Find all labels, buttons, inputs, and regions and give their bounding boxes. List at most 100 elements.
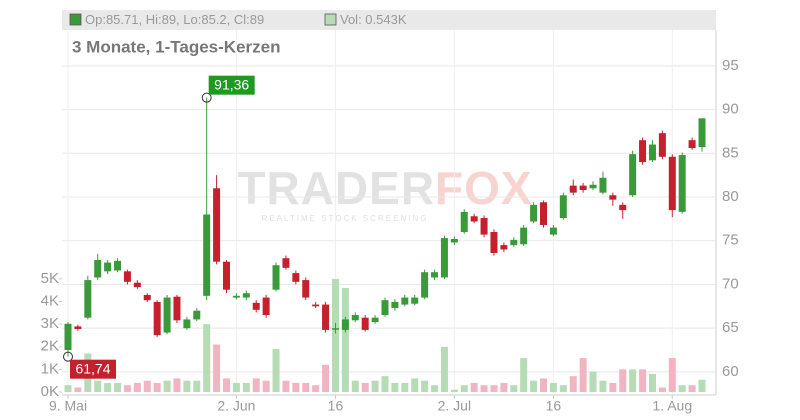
volume-bar — [629, 369, 637, 392]
candle-body — [272, 265, 280, 290]
volume-bar — [440, 346, 448, 392]
legend-bar — [62, 10, 716, 30]
annotation-label: 91,36 — [214, 76, 249, 92]
x-tick-label: 2. Jun — [217, 398, 255, 414]
candle-body — [94, 259, 102, 278]
y-tick-label: 65 — [722, 319, 739, 336]
volume-bar — [203, 324, 211, 392]
candle-body — [193, 310, 201, 320]
x-tick-label: 9. Mai — [49, 398, 87, 414]
volume-bar — [599, 380, 607, 392]
volume-bar — [114, 382, 122, 392]
candle-body — [173, 296, 181, 321]
volume-bar — [104, 382, 112, 392]
candle-body — [133, 282, 141, 288]
volume-bar — [341, 287, 349, 392]
watermark-part: FOX — [435, 162, 533, 214]
candle-body — [123, 271, 131, 282]
annotation-box — [70, 359, 116, 379]
annotation-marker — [63, 351, 73, 362]
legend-swatch — [324, 13, 337, 26]
y-tick-label: 90 — [722, 101, 739, 118]
candle-body — [431, 272, 439, 278]
volume-bar — [609, 382, 617, 392]
candle-body — [341, 319, 349, 330]
candle-body — [381, 300, 389, 316]
volume-bar — [242, 382, 250, 392]
volume-bar — [569, 376, 577, 392]
x-tick-label: 1. Aug — [652, 398, 692, 414]
candle-body — [322, 304, 330, 330]
volume-bar — [183, 380, 191, 392]
candle-body — [559, 195, 567, 218]
y-tick-label: 95 — [722, 57, 739, 74]
volume-bar — [421, 380, 429, 392]
volume-bar — [381, 376, 389, 392]
volume-bar — [490, 385, 498, 392]
candle-body — [262, 297, 270, 316]
volume-bar — [163, 380, 171, 392]
candle-body — [421, 272, 429, 298]
candle-body — [688, 140, 696, 149]
candle-body — [84, 280, 92, 318]
legend-label: Vol: 0.543K — [340, 12, 407, 27]
annotation-marker — [201, 92, 212, 103]
candle-body — [579, 185, 587, 191]
volume-bar — [510, 385, 518, 392]
volume-bar — [698, 379, 706, 392]
y-tick-label: 60 — [722, 363, 739, 380]
annotation-label: 61,74 — [75, 360, 110, 376]
volume-bar — [312, 385, 320, 392]
candle-body — [153, 301, 161, 336]
x-tick-label: 16 — [546, 398, 562, 414]
y-tick-label: 80 — [722, 188, 739, 205]
volume-bar — [193, 380, 201, 392]
volume-bar — [252, 378, 260, 392]
volume-bar — [272, 349, 280, 392]
candle-body — [678, 155, 686, 212]
candle-body — [292, 273, 300, 282]
candle-body — [540, 202, 547, 225]
candle-body — [609, 195, 617, 200]
volume-bar — [331, 278, 339, 392]
candle-body — [242, 293, 250, 298]
candle-body — [470, 216, 478, 222]
candle-body — [302, 280, 310, 298]
volume-bar — [64, 385, 72, 392]
candle-body — [64, 323, 72, 351]
watermark-tagline: REALTIME STOCK SCREENING — [262, 214, 429, 223]
candle-body — [351, 315, 359, 321]
volume-bar — [401, 382, 409, 392]
volume-bar — [450, 389, 458, 392]
candle-body — [510, 239, 518, 246]
volume-bar — [282, 380, 290, 392]
volume-bar — [520, 358, 528, 392]
volume-bar — [411, 378, 419, 392]
volume-bar — [549, 382, 557, 392]
volume-bar — [361, 382, 369, 392]
candle-body — [163, 297, 171, 333]
candle-body — [213, 188, 221, 262]
volume-bar — [540, 378, 547, 392]
volume-bar — [322, 364, 330, 392]
candle-body — [668, 156, 676, 211]
candle-body — [104, 262, 112, 272]
annotation-box — [208, 75, 255, 95]
candle-body — [460, 211, 468, 232]
legend-swatch — [69, 13, 82, 26]
volume-bar — [94, 380, 102, 392]
candle-body — [569, 185, 577, 193]
volume-bar — [351, 380, 359, 392]
volume-bar — [589, 371, 597, 392]
candle-body — [361, 317, 369, 330]
watermark-part: TRADER — [237, 162, 435, 214]
volume-bar — [371, 380, 379, 392]
volume-bar — [74, 387, 82, 392]
volume-bar — [143, 380, 151, 392]
volume-bar — [530, 380, 538, 392]
candle-body — [312, 304, 320, 307]
volume-bar — [579, 358, 587, 392]
candle-body — [658, 133, 666, 157]
candle-body — [500, 245, 508, 250]
